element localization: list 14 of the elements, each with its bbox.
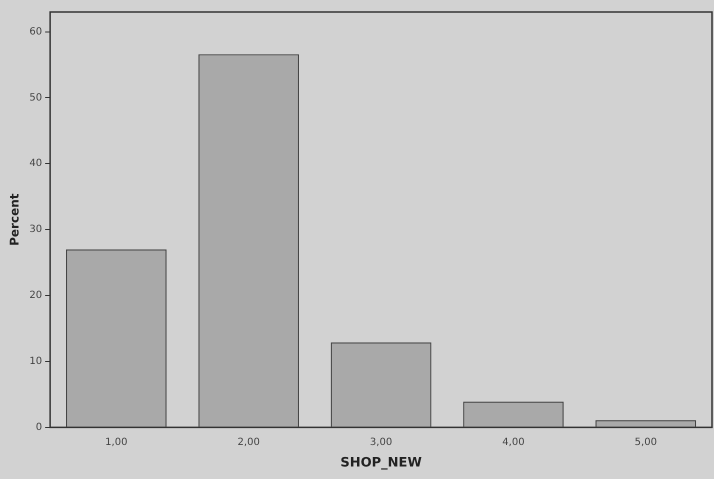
y-tick-label: 20 bbox=[29, 290, 42, 302]
x-tick-label: 5,00 bbox=[634, 436, 657, 448]
y-axis-title: Percent bbox=[7, 193, 22, 246]
x-tick-label: 3,00 bbox=[370, 436, 392, 448]
y-tick-label: 0 bbox=[36, 422, 42, 433]
y-tick-label: 40 bbox=[29, 158, 42, 170]
y-tick-label: 10 bbox=[29, 356, 42, 368]
x-tick-label: 1,00 bbox=[105, 436, 128, 448]
y-tick-label: 60 bbox=[29, 26, 42, 38]
y-tick-label: 50 bbox=[29, 92, 42, 104]
x-axis-title: SHOP_NEW bbox=[340, 456, 422, 471]
x-tick-label: 2,00 bbox=[238, 436, 260, 448]
x-tick-label: 4,00 bbox=[502, 436, 525, 448]
y-tick-label: 30 bbox=[29, 224, 42, 236]
